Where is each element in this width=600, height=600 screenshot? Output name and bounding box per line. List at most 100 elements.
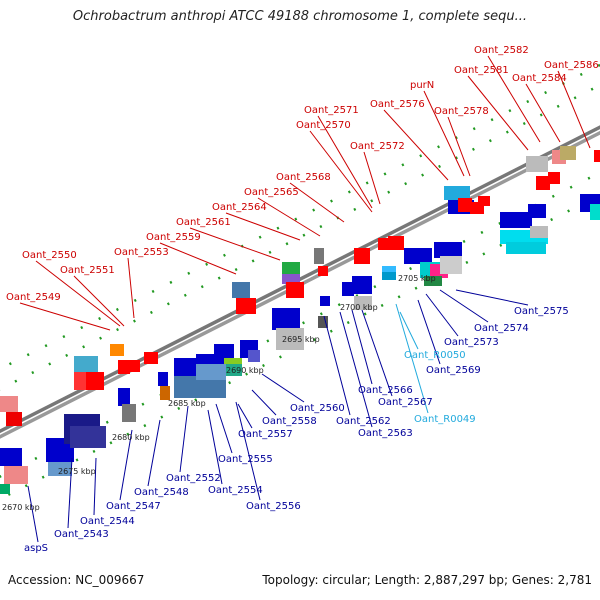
fwd-leader-11	[363, 151, 381, 205]
feature-box-36	[314, 248, 324, 264]
feature-box-16	[118, 388, 130, 406]
gene-label-oant_2584: Oant_2584	[512, 73, 567, 84]
gene-label-oant_2563: Oant_2563	[358, 428, 413, 439]
genome-summary-text: Topology: circular; Length: 2,887,297 bp…	[262, 573, 592, 587]
feature-box-1	[6, 412, 22, 426]
gene-label-purn: purN	[410, 80, 434, 91]
gene-label-oant_2564: Oant_2564	[212, 202, 267, 213]
gene-label-oant_r0050: Oant_R0050	[404, 350, 466, 361]
rev-leader-18	[417, 299, 441, 365]
accession-text: Accession: NC_009667	[8, 573, 145, 587]
feature-box-48	[404, 248, 432, 264]
gene-label-oant_2553: Oant_2553	[114, 247, 169, 258]
gene-label-oant_2566: Oant_2566	[358, 385, 413, 396]
feature-box-3	[4, 466, 28, 484]
gene-label-oant_2571: Oant_2571	[304, 105, 359, 116]
feature-box-54	[444, 186, 470, 200]
gene-labels: Oant_2549 Oant_2550 Oant_2551 Oant_2553 Oant…	[6, 45, 599, 554]
scale-tick-label: 2700 kbp	[340, 303, 378, 312]
feature-box-37	[318, 266, 328, 276]
fwd-leader-4	[159, 242, 237, 275]
feature-box-11	[86, 372, 104, 390]
gene-label-oant_2574: Oant_2574	[474, 323, 529, 334]
rev-leader-6	[207, 409, 223, 485]
gene-label-oant_2560: Oant_2560	[290, 403, 345, 414]
feature-box-27	[174, 376, 226, 398]
feature-box-29	[232, 282, 250, 298]
feature-box-45	[388, 236, 404, 250]
rev-leader-15	[361, 309, 393, 397]
feature-box-35	[286, 282, 304, 298]
gene-label-oant_2573: Oant_2573	[444, 337, 499, 348]
gene-label-oant_2582: Oant_2582	[474, 45, 529, 56]
gene-label-oant_2556: Oant_2556	[246, 501, 301, 512]
feature-box-26	[248, 350, 260, 362]
gene-label-oant_2586: Oant_2586	[544, 60, 599, 71]
rev-leader-13	[339, 311, 373, 428]
rev-leader-10	[251, 389, 277, 416]
fwd-leader-2	[73, 275, 125, 327]
feature-box-15	[144, 352, 158, 364]
rev-leader-5	[179, 405, 189, 473]
feature-box-65	[536, 176, 550, 190]
feature-box-0	[0, 396, 18, 412]
feature-box-70	[590, 204, 600, 220]
feature-box-56	[458, 198, 472, 212]
scale-tick-label: 2705 kbp	[398, 274, 436, 283]
fwd-leader-1	[35, 260, 121, 327]
rev-leader-16	[395, 303, 429, 414]
fwd-leader-10	[317, 115, 373, 209]
gene-label-asps: aspS	[24, 543, 48, 554]
rev-leader-9	[237, 403, 253, 429]
gene-label-oant_2551: Oant_2551	[60, 265, 115, 276]
gene-label-oant_2544: Oant_2544	[80, 516, 135, 527]
fwd-leader-18	[557, 70, 591, 149]
fwd-leader-15	[467, 75, 529, 151]
gene-label-oant_2548: Oant_2548	[134, 487, 189, 498]
rev-leader-0	[27, 485, 39, 543]
gene-label-oant_2549: Oant_2549	[6, 292, 61, 303]
feature-box-33	[282, 262, 300, 274]
rev-leader-11	[261, 373, 305, 403]
feature-box-17	[122, 404, 136, 422]
feature-box-42	[354, 296, 372, 310]
feature-box-66	[548, 172, 560, 184]
feature-box-62	[528, 204, 546, 218]
feature-box-41	[352, 276, 372, 294]
gene-label-oant_2575: Oant_2575	[514, 306, 569, 317]
gene-label-oant_r0049: Oant_R0049	[414, 414, 476, 425]
gene-label-oant_2547: Oant_2547	[106, 501, 161, 512]
gene-label-oant_2550: Oant_2550	[22, 250, 77, 261]
feature-boxes	[0, 146, 600, 494]
rev-leader-3	[119, 429, 133, 501]
scale-tick-label: 2670 kbp	[2, 503, 40, 512]
label-leader-lines	[19, 55, 591, 543]
feature-box-12	[110, 344, 124, 356]
fwd-leader-17	[525, 83, 561, 143]
fwd-leader-3	[127, 257, 135, 319]
gene-label-oant_2567: Oant_2567	[378, 397, 433, 408]
rev-leader-2	[93, 457, 97, 516]
feature-box-34	[282, 274, 300, 284]
feature-box-30	[236, 298, 256, 314]
feature-box-58	[478, 196, 490, 206]
fwd-leader-16	[487, 55, 541, 143]
scale-tick-label: 2680 kbp	[112, 433, 150, 442]
feature-box-63	[530, 226, 548, 238]
feature-box-4	[0, 484, 10, 494]
feature-box-61	[506, 242, 546, 254]
feature-box-19	[160, 386, 170, 400]
gene-label-oant_2562: Oant_2562	[336, 416, 391, 427]
feature-box-52	[440, 256, 462, 274]
feature-box-47	[382, 272, 396, 280]
fwd-leader-8	[289, 182, 345, 223]
rev-leader-19	[425, 293, 459, 337]
feature-box-9	[74, 356, 98, 374]
fwd-leader-14	[447, 116, 471, 177]
feature-box-40	[342, 282, 354, 296]
feature-box-2	[0, 448, 22, 466]
fwd-leader-7	[257, 197, 321, 237]
rev-leader-21	[455, 289, 529, 306]
gene-label-oant_2568: Oant_2568	[276, 172, 331, 183]
